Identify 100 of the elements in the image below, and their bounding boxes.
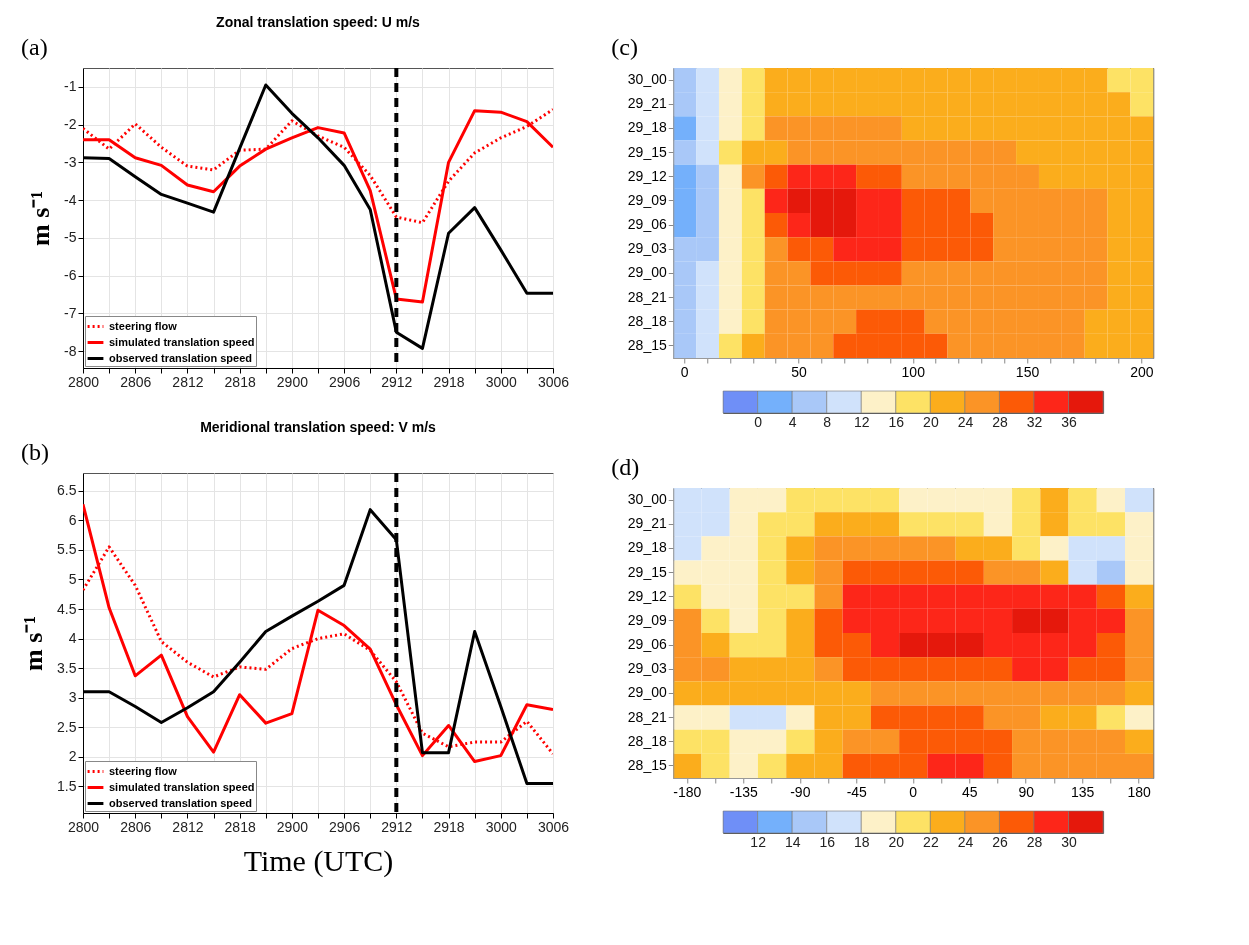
color-bar-label: 20 xyxy=(923,413,939,430)
legend-label: observed translation speed xyxy=(109,796,253,809)
chart-title: Zonal translation speed: U m/s xyxy=(216,14,421,30)
color-bar-label: 24 xyxy=(957,833,974,850)
y-tick-label: -5 xyxy=(64,229,77,246)
y-tick-label: 29_06 xyxy=(627,216,667,233)
x-tick-label: 0 xyxy=(680,363,689,380)
chart-title: Meridional translation speed: V m/s xyxy=(200,419,437,435)
x-tick-label: 2912 xyxy=(381,373,413,390)
x-tick-label: 100 xyxy=(901,363,926,380)
x-tick-label: 200 xyxy=(1130,363,1154,380)
color-bar-label: 20 xyxy=(888,833,905,850)
y-tick-label: 29_03 xyxy=(627,240,667,257)
x-tick-label: 150 xyxy=(1015,363,1040,380)
y-tick-label: -7 xyxy=(64,304,77,321)
y-tick-label: 30_00 xyxy=(627,71,667,88)
y-tick-label: 4 xyxy=(68,630,77,647)
x-tick-label: -45 xyxy=(846,783,868,800)
y-tick-label: 1.5 xyxy=(57,777,77,794)
x-tick-label: 135 xyxy=(1070,783,1095,800)
y-tick-label: 28_18 xyxy=(627,732,667,749)
legend-label: observed translation speed xyxy=(109,351,253,364)
x-tick-label: 2812 xyxy=(172,373,204,390)
x-tick-label: 2906 xyxy=(329,818,361,835)
y-tick-label: 6 xyxy=(68,511,77,528)
x-axis-title: Time (UTC) xyxy=(243,843,394,878)
y-tick-label: 28_21 xyxy=(627,288,667,305)
text: (d) xyxy=(611,454,640,480)
x-tick-label: 45 xyxy=(961,783,978,800)
x-tick-label: 2918 xyxy=(433,373,465,390)
y-tick-label: 29_00 xyxy=(627,264,667,281)
y-tick-label: 4.5 xyxy=(57,600,77,617)
y-tick-label: -6 xyxy=(64,267,77,284)
x-tick-label: 3000 xyxy=(485,818,518,835)
y-tick-label: 6.5 xyxy=(57,482,77,499)
legend-label: steering flow xyxy=(109,319,178,332)
y-tick-label: 29_21 xyxy=(627,515,667,532)
x-tick-label: 2900 xyxy=(276,373,309,390)
y-tick-label: 29_12 xyxy=(627,167,667,184)
x-tick-label: 2906 xyxy=(329,373,361,390)
color-bar-label: 28 xyxy=(992,413,1008,430)
y-tick-label: 29_00 xyxy=(627,684,667,701)
y-tick-label: 28_15 xyxy=(627,336,667,353)
y-tick-label: 28_15 xyxy=(627,756,667,773)
x-tick-label: 0 xyxy=(909,783,918,800)
y-tick-label: 29_18 xyxy=(627,119,667,136)
y-tick-label: 29_15 xyxy=(627,143,667,160)
y-tick-label: 29_18 xyxy=(627,539,667,556)
x-tick-label: 2818 xyxy=(224,818,256,835)
legend-label: simulated translation speed xyxy=(109,335,255,348)
x-tick-label: 180 xyxy=(1127,783,1152,800)
x-tick-label: 2900 xyxy=(276,818,309,835)
color-bar-label: 36 xyxy=(1061,413,1078,430)
y-tick-label: -2 xyxy=(64,116,77,133)
x-tick-label: 2800 xyxy=(67,818,100,835)
color-bar-label: 16 xyxy=(819,833,836,850)
legend-label: simulated translation speed xyxy=(109,780,255,793)
x-tick-label: 2806 xyxy=(120,373,152,390)
x-tick-label: 50 xyxy=(791,363,807,380)
text: (c) xyxy=(611,34,638,60)
y-tick-label: 29_15 xyxy=(627,563,667,580)
x-tick-label: 3000 xyxy=(485,373,518,390)
x-tick-label: 3006 xyxy=(537,373,570,390)
color-bar-label: 12 xyxy=(750,833,767,850)
color-bar-label: 24 xyxy=(957,413,974,430)
text: (a) xyxy=(21,34,48,60)
color-bar-label: 18 xyxy=(853,833,870,850)
color-bar-label: 4 xyxy=(788,413,797,430)
color-bar-label: 26 xyxy=(992,833,1008,850)
y-tick-label: -8 xyxy=(64,342,77,359)
line-series xyxy=(83,109,553,304)
x-tick-label: 2800 xyxy=(67,373,100,390)
y-tick-label: 3 xyxy=(68,689,77,706)
x-tick-label: -180 xyxy=(673,783,702,800)
y-tick-label: 29_03 xyxy=(627,660,667,677)
y-tick-label: 29_09 xyxy=(627,191,667,208)
y-tick-label: 5.5 xyxy=(57,541,77,558)
y-tick-label: 29_06 xyxy=(627,636,667,653)
y-tick-label: 29_09 xyxy=(627,611,667,628)
color-bar-label: 12 xyxy=(853,413,870,430)
color-bar-label: 0 xyxy=(754,413,763,430)
color-bar-label: 32 xyxy=(1026,413,1043,430)
x-tick-label: 2818 xyxy=(224,373,256,390)
y-tick-label: 28_18 xyxy=(627,312,667,329)
y-axis-title: m s⁻¹ xyxy=(19,615,49,672)
y-tick-label: -4 xyxy=(64,191,77,208)
color-bar-label: 28 xyxy=(1026,833,1043,850)
y-tick-label: 2.5 xyxy=(57,718,77,735)
legend-label: steering flow xyxy=(109,764,178,777)
x-tick-label: 2912 xyxy=(381,818,413,835)
x-tick-label: 3006 xyxy=(537,818,570,835)
y-tick-label: 30_00 xyxy=(627,491,667,508)
x-tick-label: 90 xyxy=(1018,783,1035,800)
y-tick-label: 2 xyxy=(68,748,77,765)
color-bar-label: 22 xyxy=(923,833,939,850)
text: (b) xyxy=(21,439,49,465)
y-tick-label: 3.5 xyxy=(57,659,77,676)
color-bar-label: 14 xyxy=(784,833,801,850)
y-axis-title: m s⁻¹ xyxy=(26,190,56,247)
color-bar-label: 30 xyxy=(1061,833,1078,850)
